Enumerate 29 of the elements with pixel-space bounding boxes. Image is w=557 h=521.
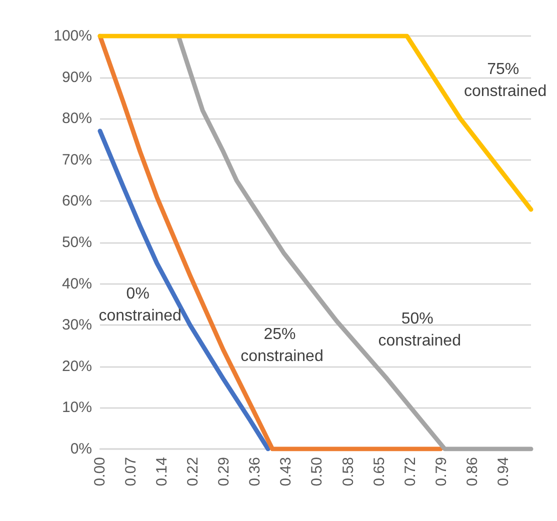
- x-tick-label: 0.94: [494, 457, 512, 486]
- y-tick-label: 60%: [62, 192, 92, 210]
- x-tick-label: 0.00: [92, 457, 108, 486]
- x-tick-label: 0.14: [154, 457, 171, 486]
- series-label: 50% constrained: [378, 310, 461, 350]
- x-tick-label: 0.58: [340, 457, 357, 486]
- x-tick-label: 0.07: [122, 457, 140, 486]
- series-label: 0% constrained: [98, 286, 182, 325]
- x-tick-label: 0.65: [370, 457, 388, 486]
- y-tick-label: 40%: [62, 275, 92, 292]
- y-tick-label: 100%: [54, 28, 92, 44]
- y-tick-label: 20%: [62, 358, 92, 375]
- x-tick-label: 0.43: [278, 457, 295, 486]
- x-tick-label: 0.22: [184, 457, 202, 486]
- x-tick-label: 0.50: [308, 457, 326, 486]
- x-tick-label: 0.86: [464, 457, 481, 486]
- y-tick-label: 30%: [62, 316, 92, 334]
- y-tick-label: 10%: [62, 399, 92, 416]
- x-tick-label: 0.72: [402, 457, 419, 486]
- y-tick-label: 90%: [62, 68, 92, 86]
- y-tick-label: 70%: [62, 151, 92, 168]
- x-tick-label: 0.36: [246, 457, 264, 486]
- y-tick-label: 0%: [70, 440, 92, 458]
- y-tick-label: 50%: [62, 234, 92, 251]
- y-tick-label: 80%: [62, 110, 92, 128]
- x-tick-label: 0.29: [216, 457, 233, 486]
- series-label: 25% constrained: [240, 326, 324, 366]
- series-label: 75% constrained: [464, 61, 547, 100]
- x-tick-label: 0.79: [432, 457, 450, 486]
